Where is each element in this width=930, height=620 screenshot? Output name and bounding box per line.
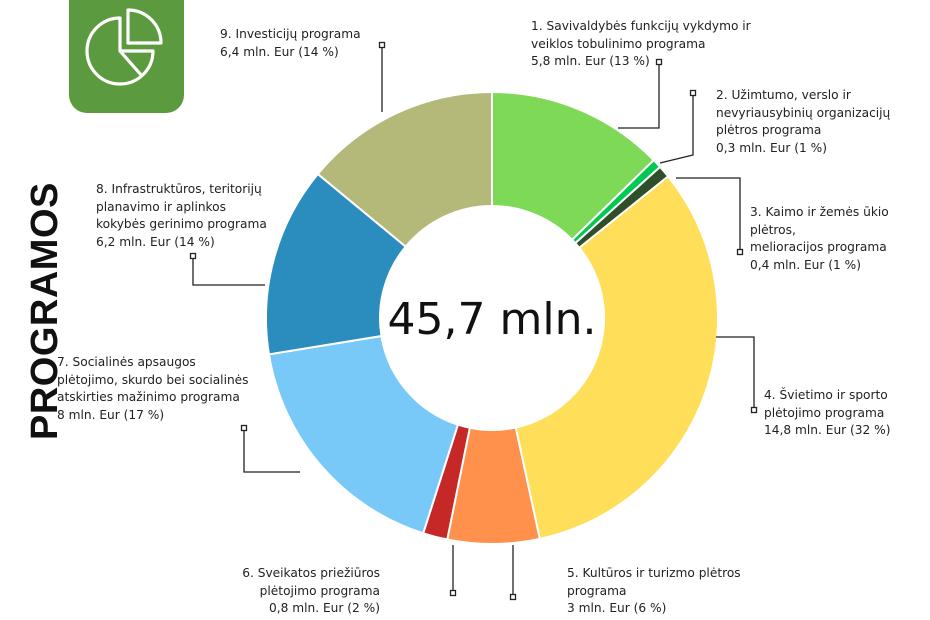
slice-9 xyxy=(316,90,493,249)
total-label: 45,7 mln. xyxy=(388,294,597,345)
icon-tile xyxy=(69,0,184,113)
leader-marker-2 xyxy=(689,89,697,97)
label-7: 7. Socialinės apsaugos plėtojimo, skurdo… xyxy=(57,355,249,422)
leader-marker-6 xyxy=(449,589,457,597)
slice-4 xyxy=(514,174,719,541)
leader-line-7 xyxy=(243,428,300,473)
label-9: 9. Investicijų programa 6,4 mln. Eur (14… xyxy=(220,27,361,59)
leader-marker-9 xyxy=(378,41,386,49)
label-2: 2. Užimtumo, verslo ir nevyriausybinių o… xyxy=(716,88,891,155)
leader-marker-1 xyxy=(655,58,663,66)
slice-7 xyxy=(267,334,460,535)
label-1: 1. Savivaldybės funkcijų vykdymo ir veik… xyxy=(531,19,751,68)
label-4: 4. Švietimo ir sporto plėtojimo programa… xyxy=(764,388,891,437)
pie-chart-icon xyxy=(85,8,163,86)
label-6: 6. Sveikatos priežiūros plėtojimo progra… xyxy=(242,566,380,615)
leader-line-8 xyxy=(192,256,265,286)
leader-marker-8 xyxy=(189,252,197,260)
slice-8 xyxy=(265,172,408,356)
leader-line-4 xyxy=(716,336,755,410)
label-3: 3. Kaimo ir žemės ūkio plėtros, meliorac… xyxy=(750,205,889,272)
leader-marker-3 xyxy=(736,248,744,256)
leader-marker-5 xyxy=(509,593,517,601)
leader-marker-4 xyxy=(750,406,758,414)
label-8: 8. Infrastruktūros, teritorijų planavimo… xyxy=(96,182,267,249)
leader-line-3 xyxy=(676,177,741,252)
leader-line-1 xyxy=(618,62,660,129)
leader-line-2 xyxy=(659,93,694,164)
label-5: 5. Kultūros ir turizmo plėtros programa … xyxy=(567,566,741,615)
leader-marker-7 xyxy=(240,424,248,432)
